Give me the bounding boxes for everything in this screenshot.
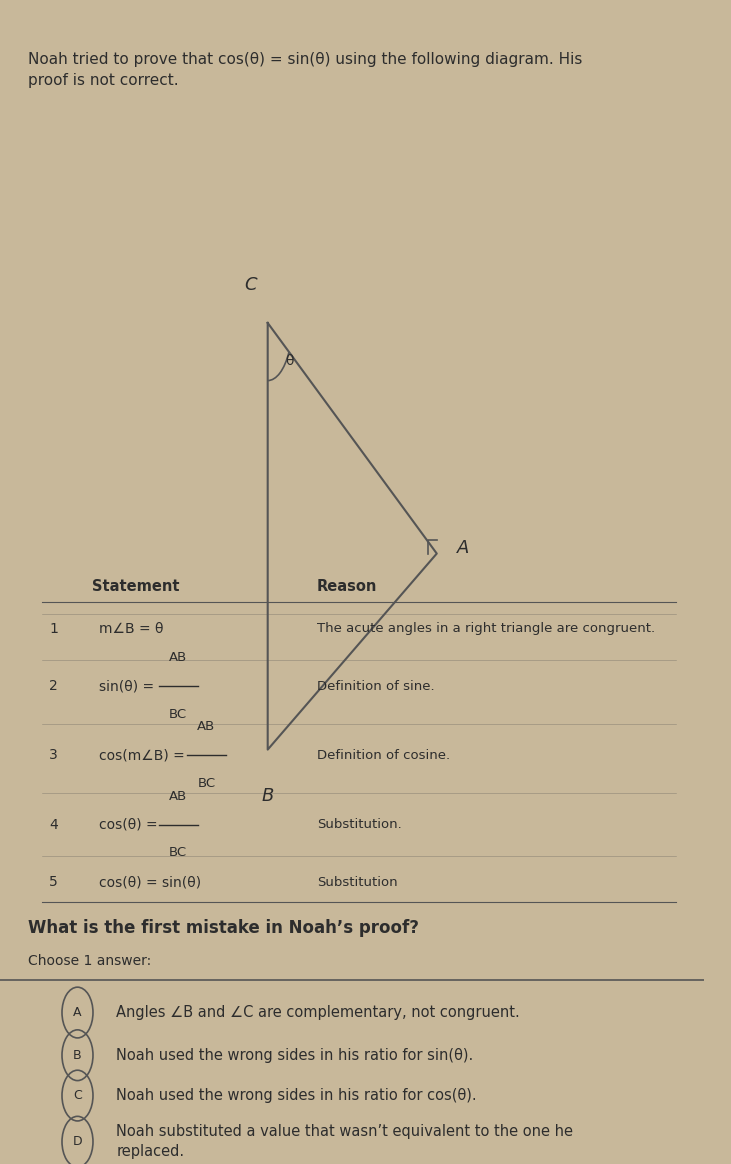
Text: Reason: Reason bbox=[317, 579, 377, 594]
Text: 3: 3 bbox=[49, 748, 58, 762]
Text: 1: 1 bbox=[49, 622, 58, 636]
Text: Noah substituted a value that wasn’t equivalent to the one he
replaced.: Noah substituted a value that wasn’t equ… bbox=[116, 1124, 573, 1159]
Text: θ: θ bbox=[285, 354, 294, 368]
Text: C: C bbox=[73, 1090, 82, 1102]
Text: The acute angles in a right triangle are congruent.: The acute angles in a right triangle are… bbox=[317, 622, 655, 636]
Text: D: D bbox=[72, 1135, 83, 1148]
Text: A: A bbox=[73, 1006, 82, 1018]
Text: BC: BC bbox=[169, 846, 187, 859]
Text: Statement: Statement bbox=[91, 579, 179, 594]
Text: sin(θ) =: sin(θ) = bbox=[99, 679, 158, 694]
Text: Noah used the wrong sides in his ratio for sin(θ).: Noah used the wrong sides in his ratio f… bbox=[116, 1048, 474, 1063]
Text: cos(m∠B) =: cos(m∠B) = bbox=[99, 748, 189, 762]
Text: 2: 2 bbox=[49, 679, 58, 694]
Text: Choose 1 answer:: Choose 1 answer: bbox=[29, 953, 151, 967]
Text: cos(θ) = sin(θ): cos(θ) = sin(θ) bbox=[99, 875, 201, 889]
Text: Noah tried to prove that cos(θ) = sin(θ) using the following diagram. His
proof : Noah tried to prove that cos(θ) = sin(θ)… bbox=[29, 52, 583, 88]
Text: BC: BC bbox=[169, 708, 187, 721]
Text: AB: AB bbox=[169, 652, 187, 665]
Text: B: B bbox=[73, 1049, 82, 1062]
Text: C: C bbox=[243, 276, 257, 294]
Text: AB: AB bbox=[169, 789, 187, 803]
Text: Definition of sine.: Definition of sine. bbox=[317, 680, 435, 693]
Text: A: A bbox=[456, 539, 469, 556]
Text: Angles ∠B and ∠C are complementary, not congruent.: Angles ∠B and ∠C are complementary, not … bbox=[116, 1005, 520, 1020]
Text: cos(θ) =: cos(θ) = bbox=[99, 817, 162, 831]
Text: 5: 5 bbox=[49, 875, 58, 889]
Text: B: B bbox=[262, 787, 274, 804]
Text: AB: AB bbox=[197, 721, 216, 733]
Text: m∠B = θ: m∠B = θ bbox=[99, 622, 163, 636]
Text: Substitution: Substitution bbox=[317, 875, 398, 889]
Text: Definition of cosine.: Definition of cosine. bbox=[317, 748, 450, 762]
Text: BC: BC bbox=[197, 778, 216, 790]
Text: Substitution.: Substitution. bbox=[317, 818, 402, 831]
Text: 4: 4 bbox=[49, 817, 58, 831]
Text: Noah used the wrong sides in his ratio for cos(θ).: Noah used the wrong sides in his ratio f… bbox=[116, 1088, 477, 1103]
Text: What is the first mistake in Noah’s proof?: What is the first mistake in Noah’s proo… bbox=[29, 920, 419, 937]
